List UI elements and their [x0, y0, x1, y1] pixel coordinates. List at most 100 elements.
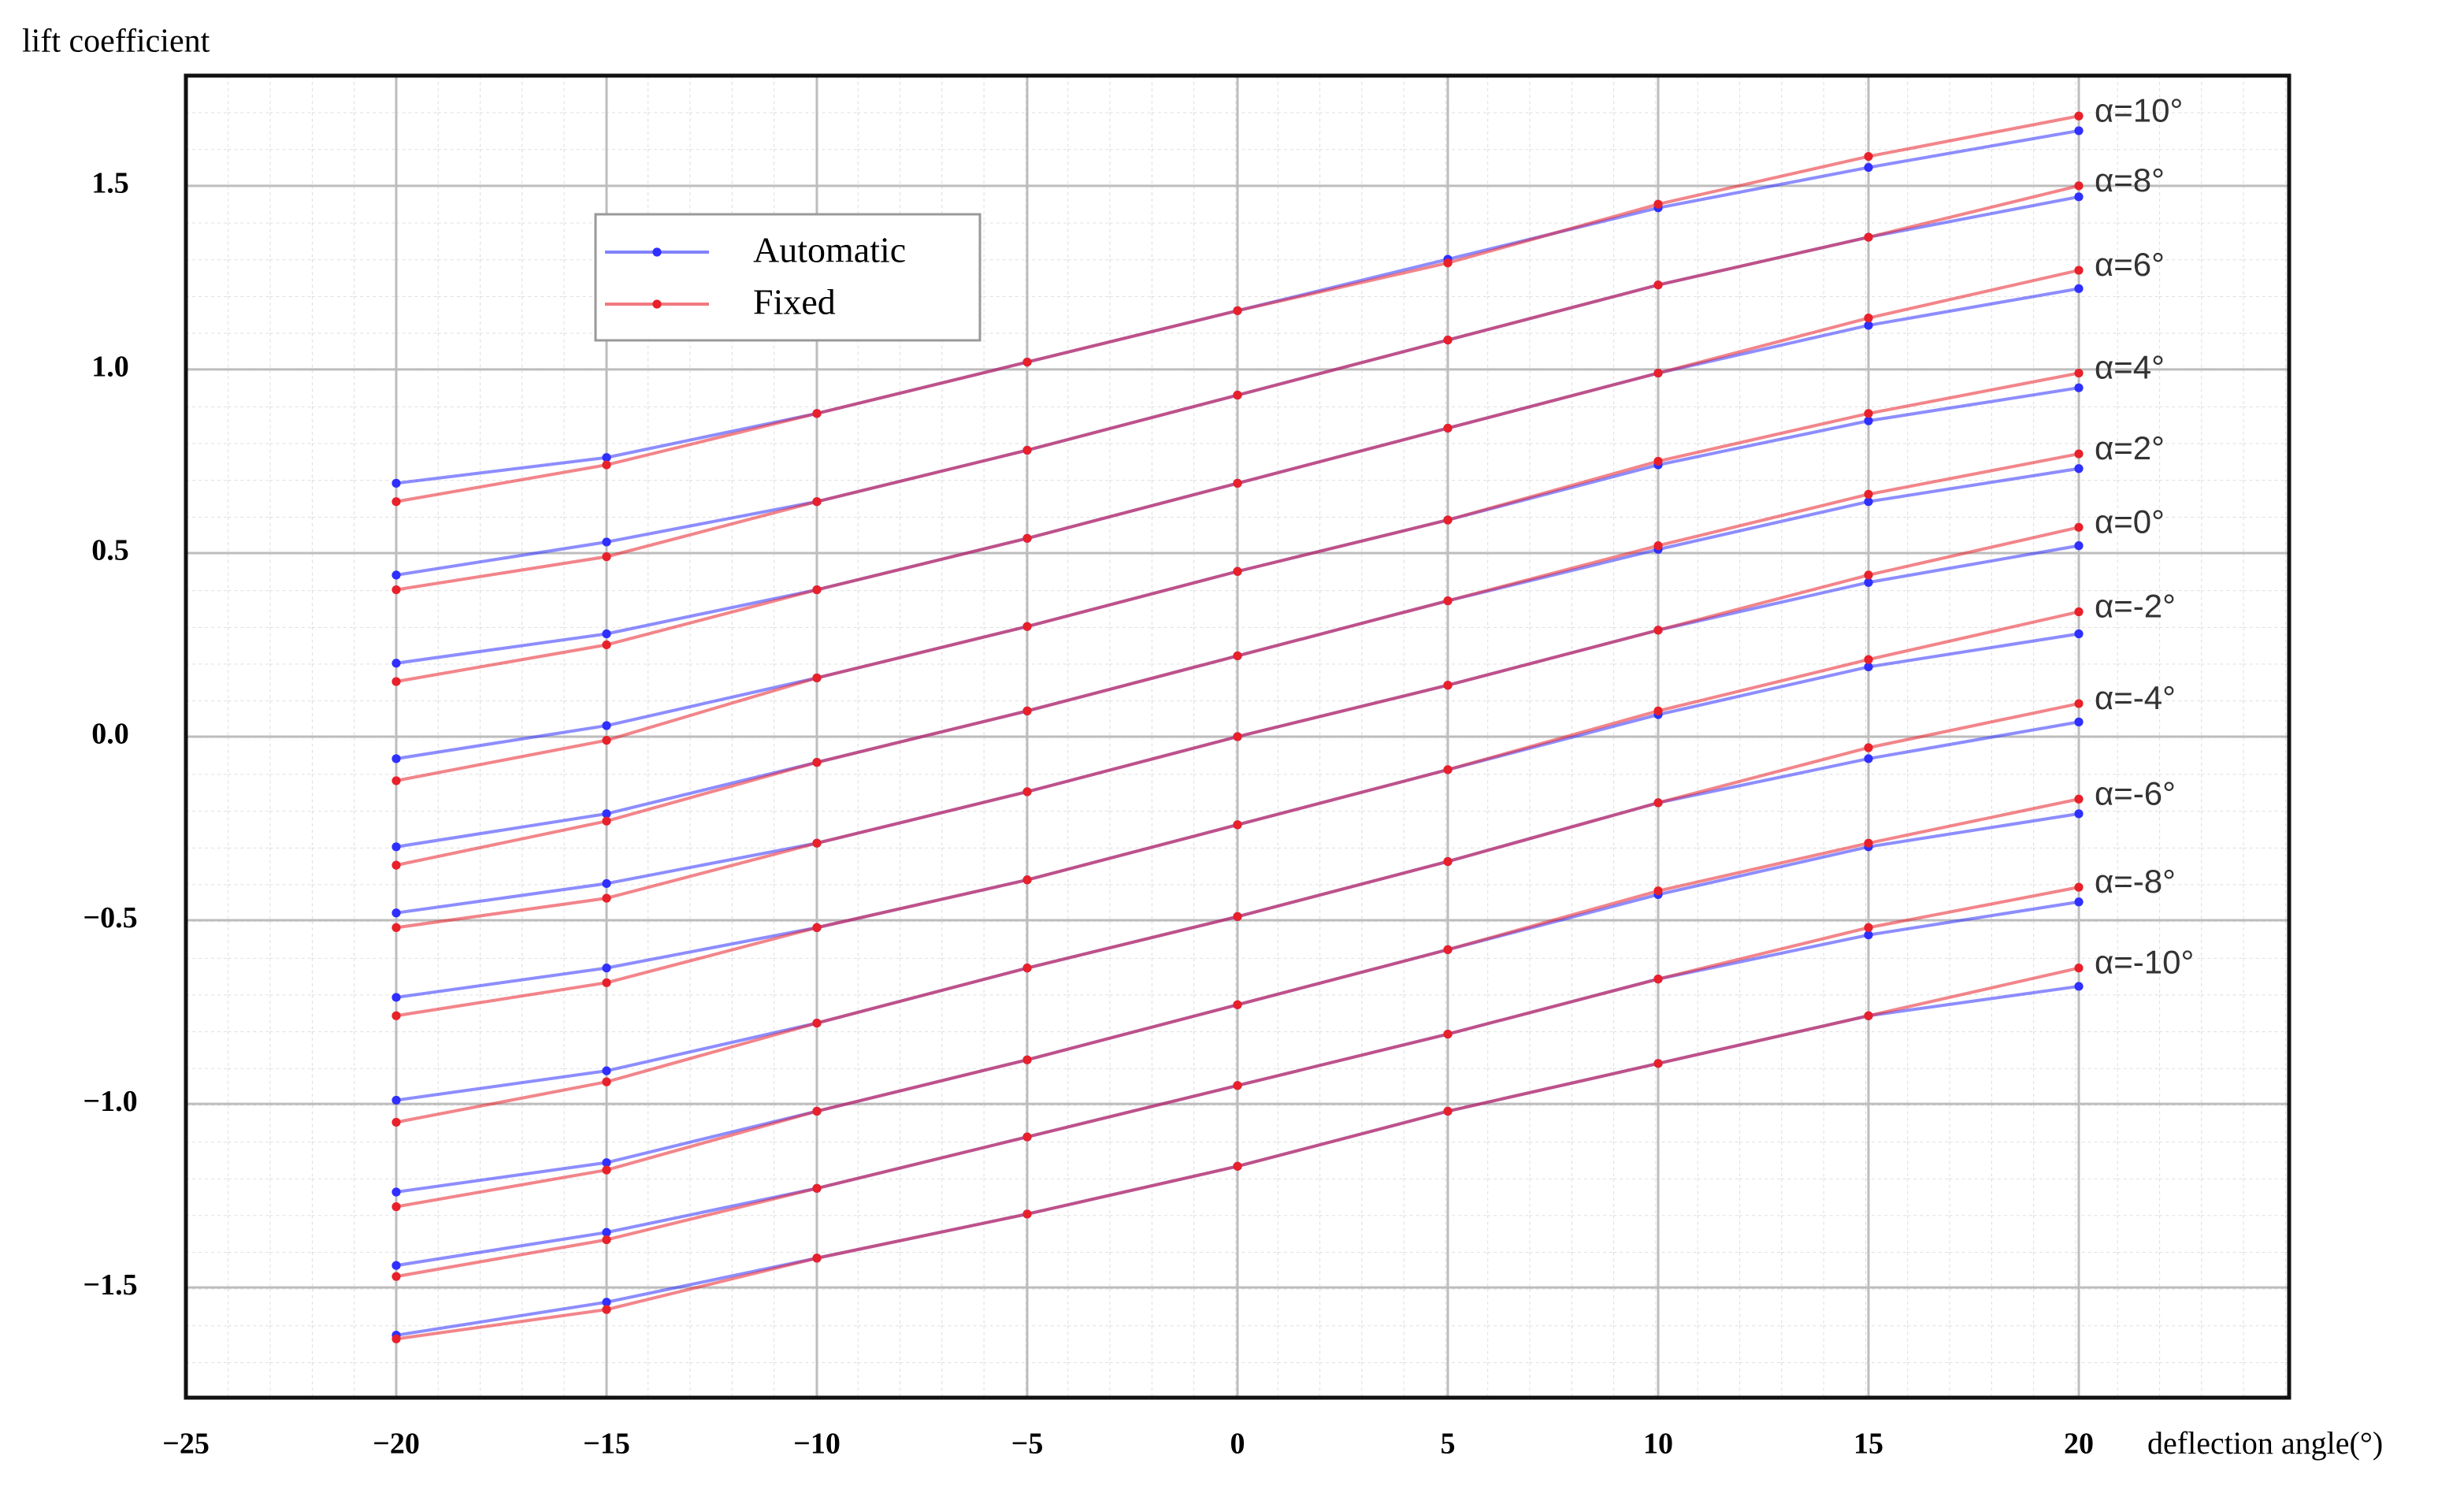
data-point: [812, 1253, 822, 1263]
data-point: [1233, 390, 1242, 400]
x-tick-label: −15: [583, 1428, 630, 1461]
data-point: [1864, 489, 1873, 499]
data-point: [2074, 809, 2084, 819]
data-point: [1022, 357, 1032, 367]
data-point: [1864, 743, 1873, 752]
y-tick-label: 0.5: [91, 534, 129, 567]
data-point: [1022, 706, 1032, 715]
data-point: [2074, 699, 2084, 708]
data-point: [1653, 626, 1663, 635]
data-point: [602, 816, 611, 826]
data-point: [2074, 111, 2084, 121]
x-tick-label: −10: [793, 1428, 841, 1461]
data-point: [391, 1202, 401, 1212]
data-point: [1443, 681, 1453, 690]
plot-frame: [184, 73, 2291, 1400]
data-point: [2074, 464, 2084, 474]
data-point: [1443, 1106, 1453, 1116]
data-point: [391, 923, 401, 932]
curve-label: α=-4°: [2095, 679, 2176, 716]
data-point: [1022, 964, 1032, 973]
data-point: [1233, 566, 1242, 576]
data-point: [812, 497, 822, 507]
y-tick-label: −1.0: [83, 1085, 137, 1118]
data-point: [1233, 1161, 1242, 1171]
data-point: [391, 1334, 401, 1344]
data-point: [1443, 596, 1453, 606]
data-point: [2074, 181, 2084, 191]
data-point: [1443, 423, 1453, 433]
data-point: [391, 478, 401, 488]
data-point: [602, 1227, 611, 1237]
data-point: [1653, 886, 1663, 896]
y-tick-label: 0.0: [91, 718, 129, 751]
x-tick-label: 5: [1441, 1428, 1456, 1461]
data-point: [1653, 975, 1663, 984]
data-point: [1864, 662, 1873, 672]
data-point: [812, 923, 822, 932]
data-point: [391, 993, 401, 1002]
data-point: [391, 1117, 401, 1127]
data-point: [602, 1305, 611, 1314]
data-point: [1653, 368, 1663, 378]
data-point: [1443, 1029, 1453, 1039]
data-point: [1864, 162, 1873, 173]
data-point: [812, 758, 822, 767]
data-point: [602, 736, 611, 745]
data-point: [391, 842, 401, 852]
data-point: [602, 640, 611, 650]
data-point: [391, 1011, 401, 1020]
data-point: [812, 673, 822, 683]
data-point: [2074, 192, 2084, 202]
legend-marker: [652, 247, 662, 257]
curve-label: α=10°: [2095, 91, 2183, 128]
data-point: [602, 893, 611, 903]
data-point: [391, 1187, 401, 1197]
data-point: [391, 776, 401, 785]
legend-label: Fixed: [753, 282, 836, 322]
data-point: [2074, 522, 2084, 532]
data-point: [391, 570, 401, 580]
data-point: [391, 754, 401, 763]
data-point: [602, 878, 611, 889]
data-point: [1653, 541, 1663, 551]
data-point: [602, 1235, 611, 1245]
data-point: [2074, 982, 2084, 991]
data-point: [391, 585, 401, 595]
data-point: [1864, 497, 1873, 507]
data-point: [391, 677, 401, 686]
data-point: [1443, 856, 1453, 867]
x-tick-label: −20: [373, 1428, 420, 1461]
y-tick-label: −1.5: [83, 1268, 137, 1302]
legend-box: [594, 213, 982, 342]
legend-label: Automatic: [753, 230, 906, 270]
data-point: [1864, 570, 1873, 580]
data-point: [602, 721, 611, 730]
data-point: [2074, 541, 2084, 551]
data-point: [1864, 838, 1873, 848]
data-point: [1653, 798, 1663, 808]
data-point: [1864, 578, 1873, 587]
data-point: [812, 1106, 822, 1116]
data-point: [1233, 732, 1242, 741]
data-point: [602, 1158, 611, 1168]
data-point: [1653, 199, 1663, 209]
data-point: [1864, 754, 1873, 763]
data-point: [1233, 651, 1242, 661]
data-point: [1233, 1081, 1242, 1090]
data-point: [2074, 897, 2084, 907]
data-point: [812, 838, 822, 848]
data-point: [602, 537, 611, 547]
curve-label: α=-10°: [2095, 944, 2194, 981]
data-point: [1233, 912, 1242, 921]
curve-label: α=-6°: [2095, 774, 2176, 811]
data-point: [602, 453, 611, 462]
data-point: [391, 1272, 401, 1281]
data-point: [1022, 622, 1032, 631]
x-tick-label: −5: [1011, 1428, 1044, 1461]
curve-label: α=2°: [2095, 429, 2165, 466]
data-point: [602, 978, 611, 987]
data-point: [2074, 383, 2084, 392]
data-point: [2074, 717, 2084, 726]
